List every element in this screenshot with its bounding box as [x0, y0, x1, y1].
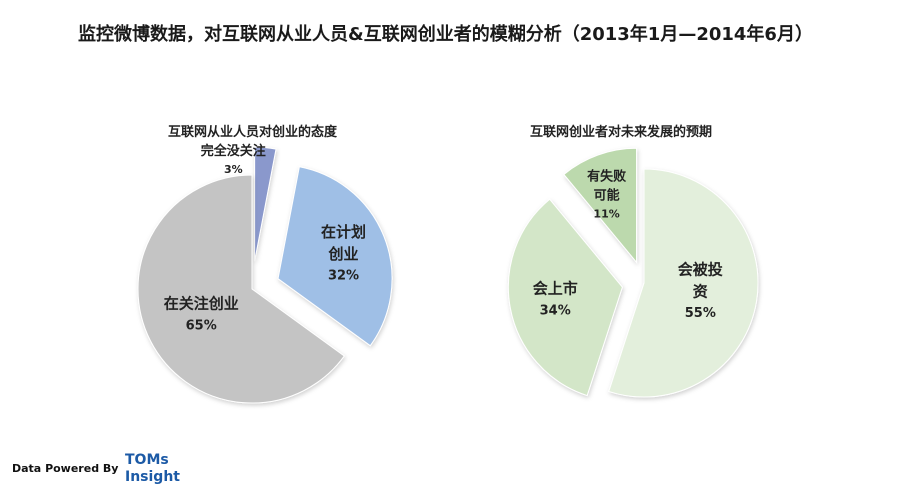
- slice-value-label-0-2: 65%: [186, 318, 217, 333]
- right-chart-title: 互联网创业者对未来发展的预期: [530, 125, 713, 140]
- slice-category-label-1-2-1: 可能: [594, 187, 620, 203]
- slice-category-label-0-1-0: 在计划: [321, 223, 366, 241]
- slice-category-label-0-0-0: 完全没关注: [201, 143, 266, 159]
- pie-slice-0-0: [254, 146, 277, 262]
- slice-category-label-1-0-1: 资: [693, 282, 708, 300]
- slice-value-label-1-2: 11%: [593, 208, 619, 221]
- slice-category-label-0-2-0: 在关注创业: [164, 295, 239, 313]
- pie-slice-0-2: [137, 174, 345, 404]
- slice-value-label-0-1: 32%: [328, 269, 359, 284]
- slice-value-label-0-0: 3%: [224, 163, 243, 176]
- pie-slice-1-0: [608, 168, 759, 398]
- pie-slice-1-2: [563, 147, 638, 264]
- page-title: 监控微博数据，对互联网从业人员&互联网创业者的模糊分析（2013年1月—2014…: [78, 24, 813, 45]
- slice-category-label-1-1-0: 会上市: [533, 280, 578, 298]
- pie-slice-1-1: [507, 198, 623, 397]
- logo-line-2: Insight: [125, 469, 180, 485]
- pie-slice-0-1: [277, 166, 393, 347]
- logo-line-1: TOMs: [125, 452, 169, 468]
- data-powered-by-label: Data Powered By: [12, 462, 119, 475]
- slice-category-label-1-2-0: 有失败: [587, 168, 626, 184]
- slice-category-label-1-0-0: 会被投: [678, 261, 723, 279]
- slice-value-label-1-1: 34%: [540, 303, 571, 318]
- slice-value-label-1-0: 55%: [685, 306, 716, 321]
- left-chart-title: 互联网从业人员对创业的态度: [168, 125, 338, 140]
- slice-category-label-0-1-1: 创业: [328, 245, 359, 263]
- toms-insight-logo: TOMs Insight: [125, 452, 180, 486]
